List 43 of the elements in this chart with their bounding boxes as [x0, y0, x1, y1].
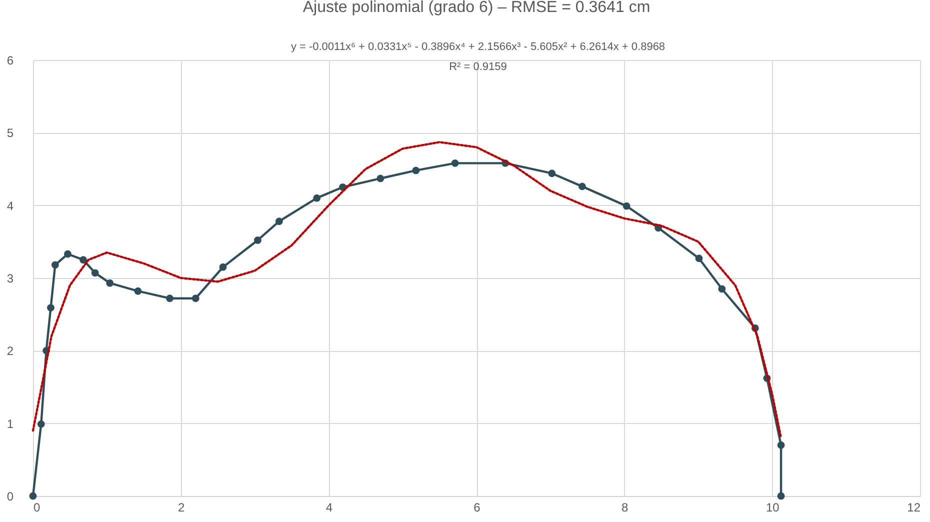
y-tick-label: 0 — [6, 490, 14, 504]
point — [80, 256, 87, 264]
point — [412, 166, 420, 174]
point — [219, 263, 227, 271]
y-tick-label: 2 — [6, 344, 14, 358]
point — [718, 285, 726, 293]
point — [777, 492, 785, 500]
point — [313, 194, 321, 202]
point — [192, 294, 200, 302]
point — [106, 279, 114, 287]
x-tick-label: 8 — [621, 500, 628, 514]
x-tick-label: 12 — [907, 500, 921, 514]
x-tick-label: 0 — [34, 500, 40, 514]
text: y = -0.0011x⁶ + 0.0331x⁵ - 0.3896x⁴ + 2.1566x³ - 5.605x² + 6.2614x + 0.8968 — [290, 41, 666, 53]
point — [37, 420, 45, 428]
y-tick-label: 5 — [6, 126, 14, 140]
y-tick-label: 4 — [6, 198, 14, 213]
y-tick-label: 6 — [6, 54, 14, 68]
point — [254, 236, 262, 244]
y-tick-label: 1 — [6, 416, 14, 431]
x-tick-label: 10 — [766, 500, 780, 514]
point — [51, 261, 59, 269]
point — [91, 269, 99, 277]
chart-title: Ajuste polinomial (grado 6) – RMSE = 0.3641 cm — [302, 0, 650, 16]
point — [275, 218, 283, 226]
point — [695, 254, 703, 262]
point — [47, 304, 54, 312]
point — [548, 170, 556, 178]
point — [376, 174, 384, 182]
x-tick-label: 6 — [474, 500, 481, 514]
point — [29, 492, 37, 500]
x-tick-label: 2 — [178, 500, 185, 514]
line-series — [32, 141, 782, 439]
point — [622, 202, 630, 210]
point — [578, 182, 586, 190]
point — [451, 159, 459, 167]
annotation: R² = 0.9159 — [449, 61, 507, 73]
point — [64, 250, 72, 258]
x-tick-label: 4 — [326, 500, 333, 514]
y-tick-label: 3 — [6, 272, 14, 286]
point — [777, 441, 785, 449]
point — [166, 294, 174, 302]
point — [134, 287, 142, 295]
